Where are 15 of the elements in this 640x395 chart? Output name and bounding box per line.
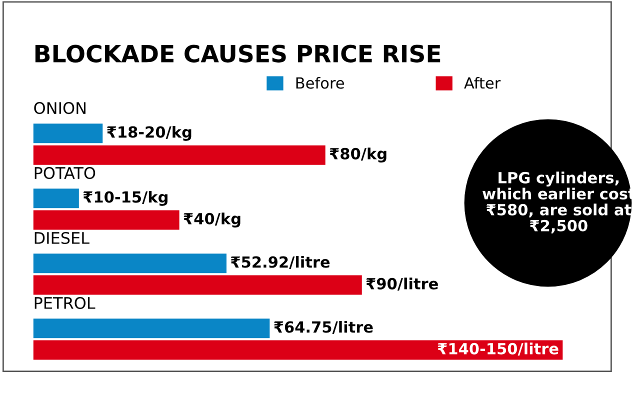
data-label: ₹40/kg xyxy=(184,212,240,228)
y-tick-label: PETROL xyxy=(34,296,96,310)
y-tick-label: ONION xyxy=(34,102,86,114)
legend-label: Before xyxy=(296,76,344,89)
data-label: ₹90/litre xyxy=(366,278,438,291)
data-label: ₹18-20/kg xyxy=(107,126,192,141)
y-tick-label: POTATO xyxy=(34,166,96,180)
chart-title: BLOCKADE CAUSES PRICE RISE xyxy=(35,44,440,63)
legend-label: After xyxy=(464,76,501,89)
data-label: ₹64.75/litre xyxy=(274,320,373,334)
data-label: ₹10-15/kg xyxy=(83,190,168,206)
y-tick-label: DIESEL xyxy=(34,232,90,244)
data-label: ₹52.92/litre xyxy=(230,256,330,270)
data-label: ₹80/kg xyxy=(330,148,386,163)
data-label: ₹140-150/litre xyxy=(438,342,558,356)
